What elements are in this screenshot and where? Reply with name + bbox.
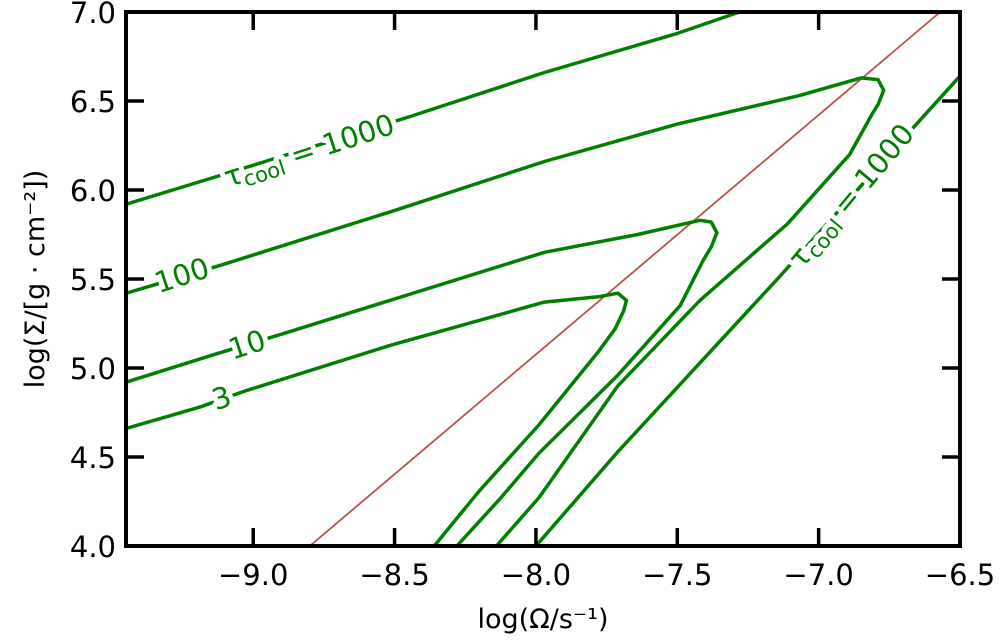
- y-tick-label: 5.5: [70, 263, 116, 297]
- x-tick-label: −9.0: [218, 558, 288, 592]
- y-tick-label: 7.0: [70, 0, 116, 30]
- contour-line-1: [126, 218, 719, 546]
- plot-frame: [124, 10, 962, 548]
- y-tick-label: 4.5: [70, 441, 116, 475]
- contour-label-3: 3: [208, 379, 236, 417]
- x-axis-label: log(Ω/s⁻¹): [477, 604, 608, 635]
- x-tick-label: −7.5: [642, 558, 712, 592]
- contour-line-4: [534, 74, 960, 546]
- y-tick-label: 6.0: [70, 174, 116, 208]
- reference-line: [309, 12, 941, 546]
- y-axis-label: log(Σ/[g · cm⁻²]): [20, 170, 51, 389]
- y-tick-label: 6.5: [70, 85, 116, 119]
- x-tick-label: −6.5: [925, 558, 995, 592]
- y-tick-label: 5.0: [70, 352, 116, 386]
- contour-line-0: [126, 291, 629, 546]
- contour-label-10: 10: [224, 323, 270, 367]
- x-tick-label: −8.5: [359, 558, 429, 592]
- plot-curves: [126, 12, 960, 546]
- x-tick-label: −7.0: [783, 558, 853, 592]
- contour-label-100: 100: [150, 251, 213, 300]
- contour-line-2: [126, 76, 886, 546]
- contour-label-1000-lower: τcool = 1000: [781, 117, 923, 276]
- axis-ticks: −9.0 −8.5 −8.0 −7.5 −7.0 −6.5 4.0 4.5 5.0 5.5 6.0 6…: [70, 0, 995, 592]
- contour-line-3: [126, 12, 741, 206]
- contour-label-1000-upper: τcool = 1000: [220, 107, 400, 197]
- y-tick-label: 4.0: [70, 530, 116, 564]
- x-tick-label: −8.0: [501, 558, 571, 592]
